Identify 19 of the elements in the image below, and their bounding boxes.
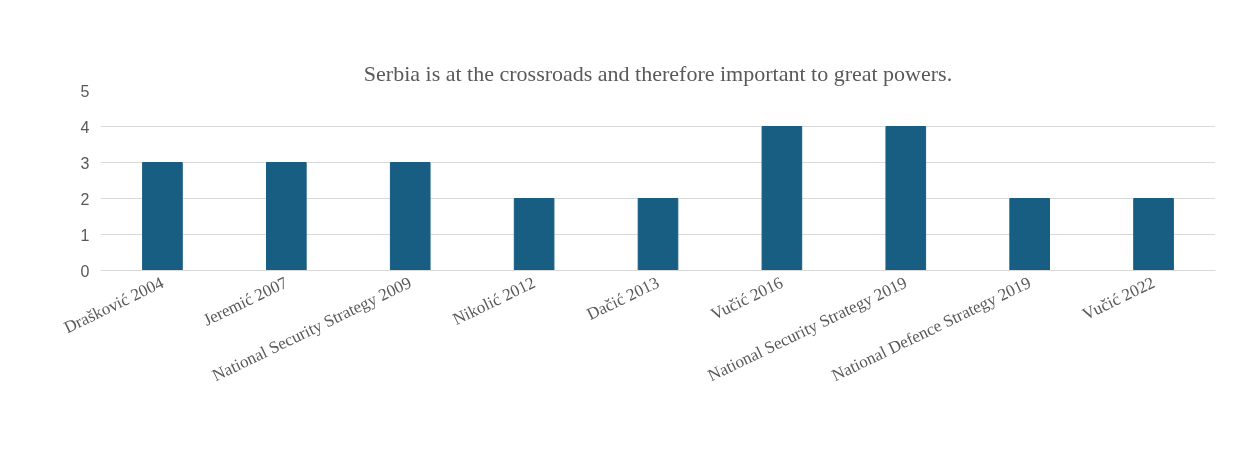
y-tick-label: 1 — [80, 226, 90, 244]
bar — [513, 198, 555, 271]
bar — [142, 162, 183, 271]
bar — [885, 126, 927, 271]
x-tick-label: Dačić 2013 — [583, 272, 663, 324]
bar — [1009, 198, 1050, 271]
y-tick-label: 3 — [80, 154, 90, 172]
bar — [637, 198, 679, 271]
y-tick-label: 4 — [80, 118, 90, 136]
y-tick-label: 2 — [80, 190, 90, 208]
bar — [761, 126, 803, 271]
x-tick-label: Vučić 2016 — [707, 272, 787, 324]
x-tick-label: Vučić 2022 — [1079, 272, 1158, 324]
y-tick-label: 5 — [80, 82, 90, 100]
chart-title: Serbia is at the crossroads and therefore important to great powers. — [363, 60, 953, 86]
bar — [1133, 198, 1174, 271]
bar — [389, 162, 431, 271]
y-tick-label: 0 — [80, 262, 90, 280]
bar — [266, 162, 307, 271]
